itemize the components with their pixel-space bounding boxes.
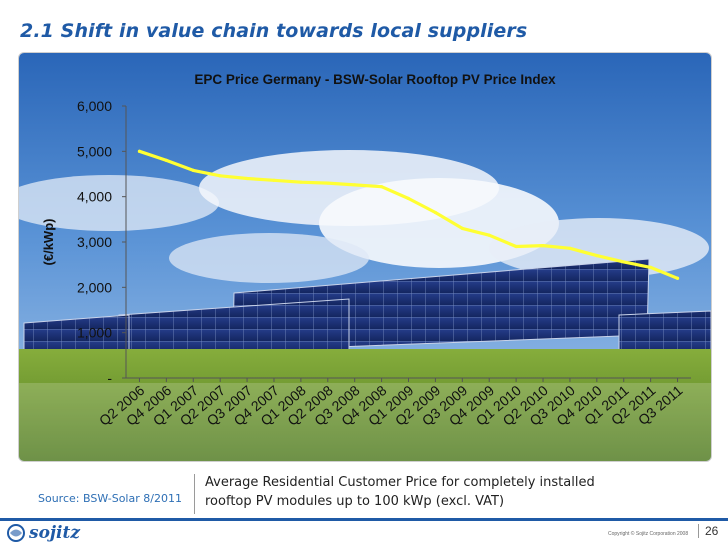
y-tick-label: 4,000 xyxy=(77,189,112,205)
solar-photo-background xyxy=(19,53,711,461)
y-tick-label: 5,000 xyxy=(77,143,112,159)
data-point xyxy=(514,244,518,249)
data-point xyxy=(326,181,330,185)
data-point xyxy=(622,260,626,264)
data-point xyxy=(191,168,195,172)
data-point xyxy=(541,244,545,248)
data-point xyxy=(649,265,653,269)
caption-line-1: Average Residential Customer Price for c… xyxy=(205,475,595,490)
data-point xyxy=(299,180,303,184)
data-point xyxy=(379,185,384,189)
data-point xyxy=(568,246,572,250)
y-tick-label: - xyxy=(107,370,112,386)
chart-caption: Average Residential Customer Price for c… xyxy=(205,473,675,511)
footer-rule xyxy=(0,518,728,521)
y-tick-label: 3,000 xyxy=(77,234,112,250)
caption-divider xyxy=(194,474,195,514)
sojitz-swirl-icon xyxy=(7,524,25,542)
data-point xyxy=(406,196,411,201)
logo-text: sojitz xyxy=(29,523,81,543)
data-point xyxy=(595,254,599,258)
caption-line-2: rooftop PV modules up to 100 kWp (excl. … xyxy=(205,494,505,509)
y-axis-label: (€/kWp) xyxy=(41,219,56,266)
source-note: Source: BSW-Solar 8/2011 xyxy=(38,492,182,505)
y-tick-label: 2,000 xyxy=(77,279,112,295)
data-point xyxy=(460,226,464,230)
slide-title: 2.1 Shift in value chain towards local s… xyxy=(20,20,528,42)
chart-title: EPC Price Germany - BSW-Solar Rooftop PV… xyxy=(194,72,556,87)
y-tick-label: 6,000 xyxy=(77,98,112,114)
data-point xyxy=(487,233,491,237)
sojitz-logo: sojitz xyxy=(6,523,80,543)
data-point xyxy=(137,149,142,153)
data-point xyxy=(245,176,249,181)
data-point xyxy=(218,174,222,178)
y-tick-label: 1,000 xyxy=(77,325,112,341)
data-point xyxy=(272,178,276,182)
data-point xyxy=(675,276,680,280)
price-index-chart: EPC Price Germany - BSW-Solar Rooftop PV… xyxy=(19,53,711,461)
chart-frame: EPC Price Germany - BSW-Solar Rooftop PV… xyxy=(18,52,712,462)
copyright-text: Copyright © Sojitz Corporation 2008 xyxy=(608,531,689,537)
data-point xyxy=(164,158,168,162)
page-number: 26 xyxy=(698,524,718,538)
data-point xyxy=(433,210,438,215)
data-point xyxy=(353,183,357,187)
